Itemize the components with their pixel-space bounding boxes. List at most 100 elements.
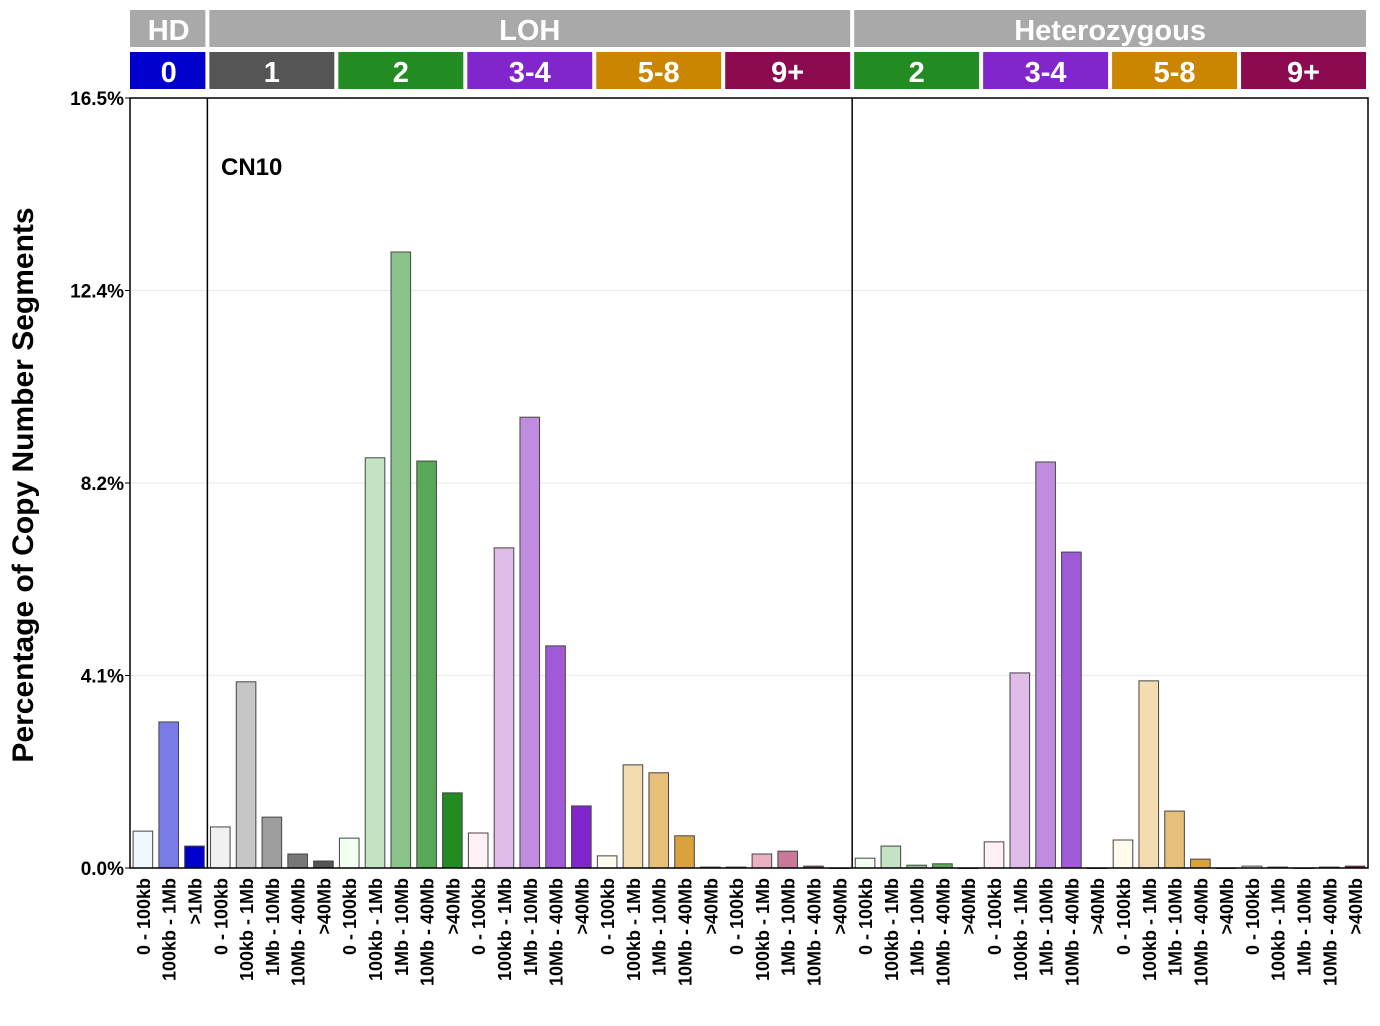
x-tick-label: 1Mb - 10Mb — [1295, 878, 1315, 976]
bar-0-100kb - 1Mb — [158, 721, 179, 869]
x-tick-label: >40Mb — [959, 878, 979, 935]
bar-1-10Mb - 40Mb — [287, 853, 308, 869]
bar-5-8-100kb - 1Mb — [622, 764, 644, 869]
y-axis: 0.0% 4.1% 8.2% 12.4% 16.5% — [70, 89, 130, 880]
cn-header-label: 9+ — [1287, 57, 1320, 89]
x-tick-label: 1Mb - 10Mb — [650, 878, 670, 976]
cn-header-2 — [338, 52, 464, 89]
cn-header-label: 0 — [161, 57, 177, 89]
bar-5-8-10Mb - 40Mb — [1190, 858, 1211, 869]
cn-header-label: 5-8 — [1154, 57, 1196, 89]
x-tick-label: >40Mb — [314, 878, 334, 935]
x-tick-label: 0 - 100kb — [469, 878, 489, 955]
bar-5-8-1Mb - 10Mb — [648, 772, 670, 869]
x-tick-label: 100kb - 1Mb — [1269, 878, 1289, 981]
y-tick-label: 4.1% — [81, 667, 124, 688]
x-tick-label: >40Mb — [1088, 878, 1108, 935]
bar-3-4-0 - 100kb — [983, 841, 1005, 869]
x-tick-label: >40Mb — [830, 878, 850, 935]
bar-1->40Mb — [313, 860, 334, 869]
bar-3-4-0 - 100kb — [467, 832, 489, 869]
strip-headers: HD LOH Heterozygous 0 1 2 3-4 5-8 9+ 2 3-4 5-8 9+ — [130, 10, 1366, 89]
x-tick-label: 10Mb - 40Mb — [1191, 878, 1211, 986]
x-tick-label: 10Mb - 40Mb — [289, 878, 309, 986]
x-tick-label: 100kb - 1Mb — [753, 878, 773, 981]
x-tick-label: 10Mb - 40Mb — [933, 878, 953, 986]
x-tick-label: 10Mb - 40Mb — [418, 878, 438, 986]
bar-3-4-1Mb - 10Mb — [519, 416, 541, 869]
bar-3-4-100kb - 1Mb — [1009, 672, 1031, 869]
cn-header-9+ — [725, 52, 851, 89]
x-tick-label: 0 - 100kb — [856, 878, 876, 955]
x-tick-label: 100kb - 1Mb — [160, 878, 180, 981]
bar-5-8-10Mb - 40Mb — [674, 835, 695, 869]
x-tick-label: 100kb - 1Mb — [624, 878, 644, 981]
x-tick-label: >1Mb — [185, 878, 205, 925]
x-tick-label: 1Mb - 10Mb — [263, 878, 283, 976]
header-LOH — [209, 10, 851, 47]
x-axis: 0 - 100kb 100kb - 1Mb >1Mb 0 - 100kb 100kb -… — [134, 878, 1366, 986]
x-tick-label: 100kb - 1Mb — [1011, 878, 1031, 981]
cn-header-label: 5-8 — [638, 57, 680, 89]
cn-header-3-4 — [983, 52, 1109, 89]
x-tick-label: >40Mb — [1346, 878, 1366, 935]
x-tick-label: 100kb - 1Mb — [495, 878, 515, 981]
y-tick-label: 12.4% — [70, 282, 124, 303]
x-tick-label: 0 - 100kb — [340, 878, 360, 955]
bar-3-4-10Mb - 40Mb — [1061, 551, 1082, 869]
x-tick-label: 0 - 100kb — [211, 878, 231, 955]
x-tick-label: 10Mb - 40Mb — [676, 878, 696, 986]
x-tick-label: >40Mb — [701, 878, 721, 935]
x-tick-label: 10Mb - 40Mb — [547, 878, 567, 986]
bar-0-0 - 100kb — [132, 830, 154, 869]
bar-9+-100kb - 1Mb — [751, 853, 773, 869]
bar-1-100kb - 1Mb — [235, 681, 257, 869]
x-tick-label: 1Mb - 10Mb — [1166, 878, 1186, 976]
bar-9+-1Mb - 10Mb — [777, 850, 798, 869]
header-HD — [130, 10, 206, 47]
bar-2->40Mb — [442, 792, 463, 869]
bar-3-4-1Mb - 10Mb — [1035, 461, 1056, 869]
cn-header-3-4 — [467, 52, 593, 89]
bar-2-10Mb - 40Mb — [416, 460, 437, 869]
x-tick-label: 0 - 100kb — [1114, 878, 1134, 955]
x-tick-label: 10Mb - 40Mb — [1320, 878, 1340, 986]
header-label: HD — [148, 15, 190, 47]
cn-header-5-8 — [1112, 52, 1238, 89]
x-tick-label: >40Mb — [1217, 878, 1237, 935]
cn-header-label: 2 — [909, 57, 925, 89]
header-label: Heterozygous — [1014, 15, 1206, 47]
bar-5-8-1Mb - 10Mb — [1164, 810, 1185, 869]
bars — [132, 251, 1366, 869]
x-tick-label: 100kb - 1Mb — [237, 878, 257, 981]
x-tick-label: 0 - 100kb — [727, 878, 747, 955]
x-tick-label: 100kb - 1Mb — [882, 878, 902, 981]
x-tick-label: >40Mb — [443, 878, 463, 935]
bar-2-0 - 100kb — [338, 837, 360, 869]
x-tick-label: 1Mb - 10Mb — [779, 878, 799, 976]
cn-header-label: 2 — [393, 57, 409, 89]
bar-2-0 - 100kb — [854, 857, 876, 869]
gridlines — [130, 97, 1368, 869]
x-tick-label: 0 - 100kb — [598, 878, 618, 955]
x-tick-label: 10Mb - 40Mb — [1062, 878, 1082, 986]
x-tick-label: 1Mb - 10Mb — [521, 878, 541, 976]
cn-header-1 — [209, 52, 335, 89]
cn-header-2 — [854, 52, 980, 89]
bar-3-4->40Mb — [571, 805, 592, 869]
header-label: LOH — [499, 15, 560, 47]
header-Heterozygous — [854, 10, 1366, 47]
bar-2-1Mb - 10Mb — [390, 251, 412, 869]
bar-0->1Mb — [184, 845, 205, 869]
y-tick-label: 16.5% — [70, 89, 124, 110]
x-tick-label: 0 - 100kb — [134, 878, 154, 955]
cn-header-label: 3-4 — [509, 57, 551, 89]
cn-header-label: 9+ — [771, 57, 804, 89]
cn-header-label: 1 — [264, 57, 280, 89]
x-tick-label: 10Mb - 40Mb — [804, 878, 824, 986]
bar-5-8-0 - 100kb — [596, 855, 618, 869]
cn-header-label: 3-4 — [1025, 57, 1067, 89]
cn-header-9+ — [1241, 52, 1366, 89]
x-tick-label: 0 - 100kb — [985, 878, 1005, 955]
